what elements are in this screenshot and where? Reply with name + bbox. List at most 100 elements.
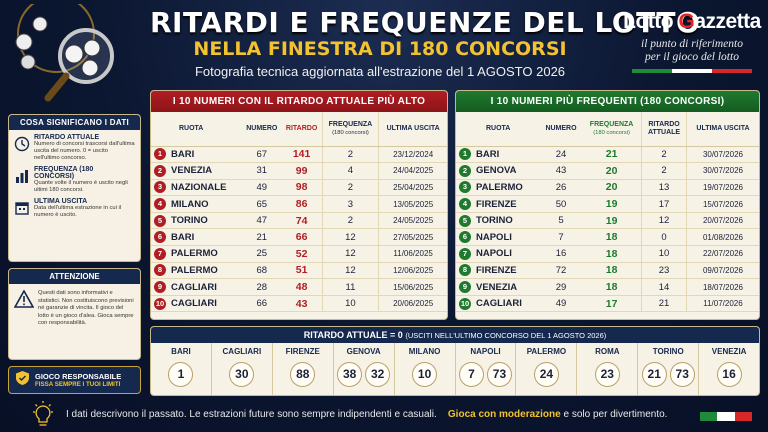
wheel-name: MILANO — [408, 347, 441, 356]
table-row: 1 BARI 24 21 2 30/07/2026 — [456, 146, 759, 164]
wheel-column: ROMA 23 — [577, 343, 639, 395]
wheel-column: GENOVA 38 32 — [334, 343, 395, 395]
italian-flag-icon — [632, 69, 752, 73]
ritardo-cell: 21 — [641, 295, 687, 313]
rank-badge: 8 — [154, 264, 166, 277]
brand-logo[interactable]: Lotto Gazzetta il punto di riferimento p… — [622, 10, 762, 73]
wheel-name: CAGLIARI — [222, 347, 262, 356]
frequenti-table: RUOTA NUMERO FREQUENZA (180 concorsi) RIT… — [456, 112, 759, 313]
frequenza-cell: 21 — [582, 146, 642, 164]
rank-cell: 1 — [456, 146, 474, 164]
info-item-ritardo: RITARDO ATTUALE Numero di concorsi trasco… — [9, 130, 140, 162]
table-row: 9 VENEZIA 29 18 14 18/07/2026 — [456, 278, 759, 296]
frequenza-cell: 20 — [582, 162, 642, 180]
ultima-uscita-cell: 01/08/2026 — [685, 228, 759, 247]
ruota-cell: NAPOLI — [474, 228, 540, 247]
table-row: 2 VENEZIA 31 99 4 24/04/2025 — [151, 162, 447, 180]
col-frequenza: FREQUENZA (180 concorsi) — [582, 112, 642, 147]
ruota-cell: TORINO — [169, 212, 243, 230]
footer: I dati descrivono il passato. Le estrazi… — [0, 400, 768, 432]
rank-cell: 2 — [151, 162, 169, 180]
frequenza-cell: 19 — [582, 195, 642, 213]
table-row: 5 TORINO 47 74 2 24/05/2025 — [151, 212, 447, 230]
rank-cell: 8 — [151, 262, 169, 280]
table-row: 10 CAGLIARI 49 17 21 11/07/2026 — [456, 295, 759, 313]
zero-delay-heading: RITARDO ATTUALE = 0 (USCITI NELL'ULTIMO … — [151, 327, 759, 343]
ritardo-cell: 48 — [281, 278, 323, 296]
ritardo-cell: 2 — [641, 146, 687, 164]
responsible-gaming-badge[interactable]: GIOCO RESPONSABILE FISSA SEMPRE I TUOI L… — [8, 366, 141, 394]
rank-badge: 1 — [154, 148, 166, 161]
rank-badge: 4 — [459, 198, 471, 211]
numero-cell: 68 — [242, 262, 282, 280]
ruota-cell: TORINO — [474, 212, 540, 230]
ultima-uscita-cell: 11/07/2026 — [685, 295, 759, 313]
ruota-cell: CAGLIARI — [474, 295, 540, 313]
ritardo-cell: 14 — [641, 278, 687, 296]
ritardo-cell: 10 — [641, 245, 687, 263]
rank-cell: 9 — [151, 278, 169, 296]
rank-cell: 3 — [456, 179, 474, 197]
ritardo-cell: 74 — [281, 212, 323, 230]
col-ruota: RUOTA — [474, 112, 540, 147]
rank-badge: 3 — [459, 181, 471, 194]
rank-badge: 1 — [459, 148, 471, 161]
rank-badge: 10 — [459, 297, 471, 310]
info-heading: COSA SIGNIFICANO I DATI — [9, 115, 140, 130]
calendar-icon — [15, 202, 29, 215]
rank-cell: 7 — [151, 245, 169, 263]
ritardo-table: RUOTA NUMERO RITARDO FREQUENZA (180 conco… — [151, 112, 447, 313]
rank-cell: 5 — [151, 212, 169, 230]
lotto-ball: 1 — [168, 362, 194, 387]
col-numero: NUMERO — [539, 112, 583, 147]
wheel-name: ROMA — [595, 347, 620, 356]
ritardo-cell: 17 — [641, 195, 687, 213]
lotto-ball: 23 — [594, 362, 620, 387]
frequenza-cell: 2 — [321, 146, 379, 164]
wheel-column: MILANO 10 — [395, 343, 456, 395]
col-ritardo: RITARDO ATTUALE — [641, 112, 687, 147]
lightbulb-icon — [33, 401, 53, 426]
table-row: 7 NAPOLI 16 18 10 22/07/2026 — [456, 245, 759, 263]
ritardo-cell: 51 — [281, 262, 323, 280]
numero-cell: 21 — [242, 228, 282, 247]
ruota-cell: GENOVA — [474, 162, 540, 180]
ultima-uscita-cell: 27/05/2025 — [378, 228, 447, 247]
table-row: 4 MILANO 65 86 3 13/05/2025 — [151, 195, 447, 213]
ultima-uscita-cell: 30/07/2026 — [685, 146, 759, 164]
warning-icon — [13, 289, 35, 308]
ruota-cell: PALERMO — [169, 262, 243, 280]
frequenza-cell: 18 — [582, 278, 642, 296]
numero-cell: 26 — [539, 179, 583, 197]
ultima-uscita-cell: 22/07/2026 — [685, 245, 759, 263]
clock-icon — [14, 136, 30, 152]
table-row: 6 BARI 21 66 12 27/05/2025 — [151, 228, 447, 247]
col-ultima: ULTIMA USCITA — [685, 112, 759, 147]
table-row: 9 CAGLIARI 28 48 11 15/06/2025 — [151, 278, 447, 296]
lotto-ball: 21 — [641, 362, 667, 387]
frequenza-cell: 17 — [582, 295, 642, 313]
ultima-uscita-cell: 13/05/2025 — [378, 195, 447, 213]
frequenza-cell: 12 — [321, 228, 379, 247]
shield-icon — [16, 370, 29, 385]
ritardo-cell: 23 — [641, 262, 687, 280]
rank-badge: 9 — [154, 281, 166, 294]
rank-badge: 10 — [154, 297, 166, 310]
lotto-ball: 73 — [669, 362, 695, 387]
ultima-uscita-cell: 20/07/2026 — [685, 212, 759, 230]
ritardo-cell: 0 — [641, 228, 687, 247]
table-row: 4 FIRENZE 50 19 17 15/07/2026 — [456, 195, 759, 213]
table-row: 7 PALERMO 25 52 12 11/06/2025 — [151, 245, 447, 263]
ruota-cell: BARI — [169, 228, 243, 247]
table-row: 5 TORINO 5 19 12 20/07/2026 — [456, 212, 759, 230]
page-subtitle: NELLA FINESTRA DI 180 CONCORSI — [193, 38, 567, 60]
rank-cell: 6 — [151, 228, 169, 247]
rank-cell: 4 — [151, 195, 169, 213]
numero-cell: 29 — [539, 278, 583, 296]
table-row: 3 NAZIONALE 49 98 2 25/04/2025 — [151, 179, 447, 197]
numero-cell: 72 — [539, 262, 583, 280]
wheel-name: GENOVA — [346, 347, 381, 356]
lotto-ball: 38 — [337, 362, 363, 387]
rank-badge: 9 — [459, 281, 471, 294]
wheel-column: BARI 1 — [151, 343, 212, 395]
